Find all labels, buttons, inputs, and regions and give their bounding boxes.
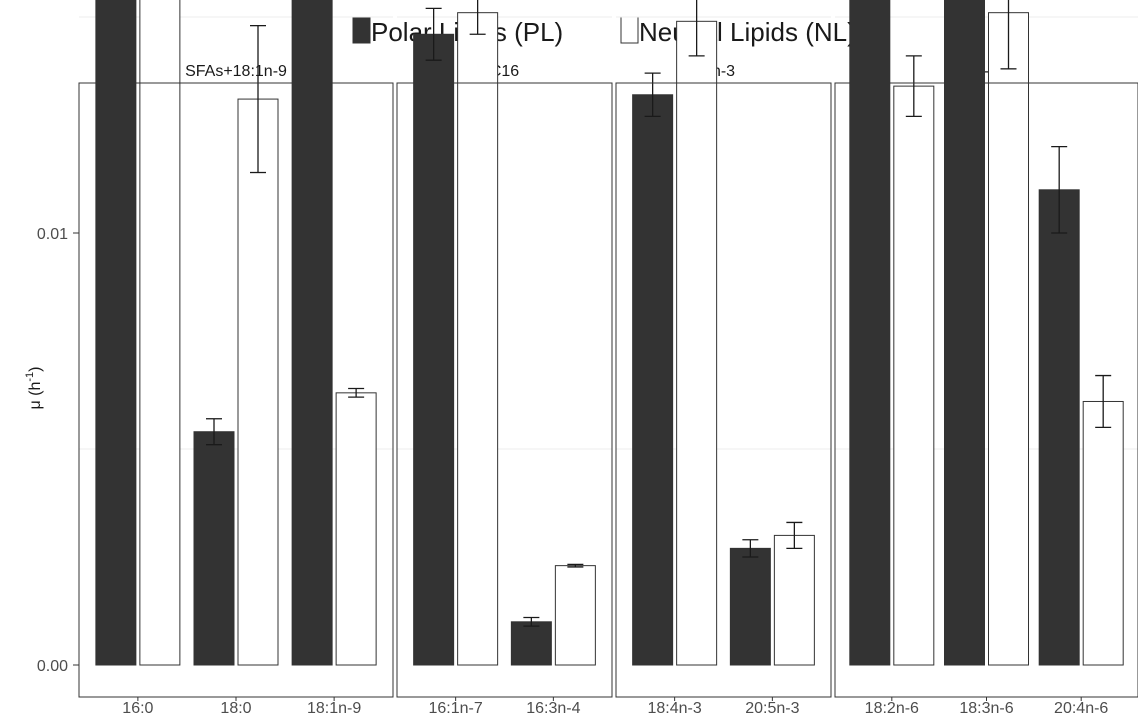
facet-panel: n-3 18:4n-3 20:5n-3 [615, 0, 832, 716]
facet-strip-label: SFAs+18:1n-9 [185, 63, 287, 80]
legend-swatch-polar-lipids [352, 16, 371, 44]
x-tick-label: 16:0 [122, 700, 153, 716]
bar-neutral-lipids [893, 85, 935, 666]
bar-polar-lipids [632, 94, 674, 666]
errorbar-polar-lipids [644, 72, 661, 118]
bar-polar-lipids [729, 547, 771, 666]
errorbar-neutral-lipids [469, 0, 486, 35]
y-axis-title-superscript: -1 [24, 372, 36, 382]
errorbar-polar-lipids [206, 418, 222, 446]
x-tick-label: 16:1n-7 [429, 700, 483, 716]
bar-polar-lipids [510, 621, 552, 666]
bar-polar-lipids [193, 431, 235, 666]
errorbar-neutral-lipids [1095, 374, 1112, 429]
panel-border [834, 82, 1138, 698]
errorbar-polar-lipids [742, 539, 759, 558]
bar-neutral-lipids [1082, 400, 1124, 666]
facet-panel: SFAs+18:1n-9 16:0 18:0 18:1n-9 [78, 0, 394, 716]
bar-neutral-lipids [988, 12, 1029, 666]
x-tick-label: 18:2n-6 [865, 700, 919, 716]
panel-border [396, 82, 613, 698]
bar-polar-lipids [1038, 189, 1080, 666]
y-axis-title-close: ) [27, 367, 44, 372]
bar-neutral-lipids [773, 534, 815, 666]
bar-polar-lipids [944, 0, 985, 666]
x-tick-label: 16:3n-4 [526, 700, 580, 716]
errorbar-neutral-lipids [567, 563, 584, 568]
bar-polar-lipids [849, 0, 891, 666]
x-tick-label: 18:3n-6 [959, 700, 1013, 716]
x-tick-label: 18:4n-3 [648, 700, 702, 716]
bar-neutral-lipids [554, 565, 596, 666]
errorbar-neutral-lipids [688, 0, 705, 57]
legend-label-neutral-lipids: Neutral Lipids (NL) [639, 17, 856, 47]
errorbar-neutral-lipids [786, 521, 803, 550]
y-tick-label: 0.01 [37, 226, 68, 243]
panel-border [78, 82, 394, 698]
errorbar-neutral-lipids [250, 24, 266, 174]
y-axis: 0.000.010.02 [37, 226, 79, 675]
x-tick-label: 20:4n-6 [1054, 700, 1108, 716]
errorbar-polar-lipids [425, 7, 442, 61]
bar-neutral-lipids [237, 98, 279, 666]
y-axis-title: μ (h-1) [24, 367, 44, 410]
panel-border [615, 82, 832, 698]
bar-neutral-lipids [335, 392, 377, 666]
legend-swatch-neutral-lipids [620, 16, 639, 44]
bar-neutral-lipids [676, 20, 718, 666]
y-axis-title-main: μ (h [27, 382, 44, 410]
errorbar-neutral-lipids [1000, 0, 1017, 70]
errorbar-polar-lipids [1051, 145, 1068, 234]
errorbar-neutral-lipids [905, 55, 922, 118]
bar-polar-lipids [413, 33, 455, 666]
x-tick-label: 18:1n-9 [307, 700, 361, 716]
facet-strip-label: n-3 [712, 63, 735, 80]
y-tick-label: 0.00 [37, 658, 68, 675]
errorbar-polar-lipids [523, 616, 540, 627]
bar-neutral-lipids [457, 12, 499, 666]
errorbar-neutral-lipids [348, 387, 365, 398]
facet-panel: n-618:2n-6 18:3n-6 20:4n-6 [834, 0, 1138, 716]
x-tick-label: 20:5n-3 [745, 700, 799, 716]
bar-polar-lipids [291, 0, 333, 666]
x-tick-label: 18:0 [220, 700, 251, 716]
bar-polar-lipids [95, 0, 137, 666]
bar-neutral-lipids [139, 0, 181, 666]
